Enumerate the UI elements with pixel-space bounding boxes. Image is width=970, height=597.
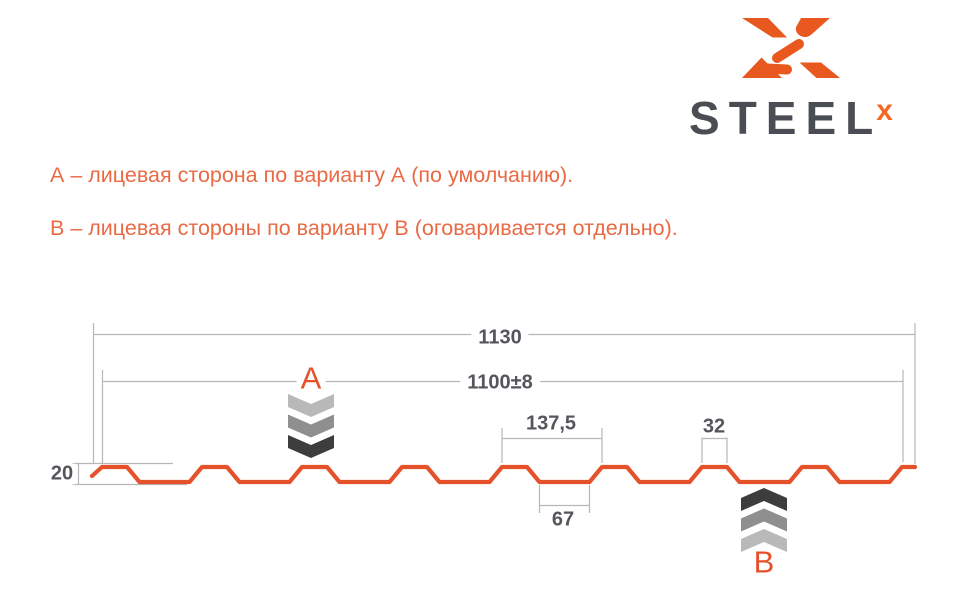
steelx-logo-icon	[742, 18, 840, 78]
note-variant-b: В – лицевая стороны по варианту В (огова…	[50, 216, 678, 240]
brand-name: STEEL	[689, 92, 883, 144]
dim-label-rib-bottom-width: 67	[547, 509, 579, 531]
brand-logo: STEELx	[660, 18, 922, 141]
dim-label-working-width: 1100±8	[460, 372, 540, 394]
brand-sup-x: x	[876, 94, 893, 127]
dim-label-profile-height: 20	[48, 462, 76, 485]
sheet-profile-line	[89, 464, 918, 485]
side-b-chevrons-icon	[741, 488, 787, 552]
side-b-label: B	[753, 544, 775, 580]
side-a-label: A	[296, 362, 326, 394]
dim-label-overall-width: 1130	[471, 327, 529, 349]
dim-label-rib-pitch: 137,5	[518, 413, 584, 435]
brand-wordmark: STEELx	[660, 95, 922, 141]
dim-label-rib-top-width: 32	[698, 416, 730, 438]
dimension-line-group	[72, 323, 916, 513]
note-variant-a: А – лицевая сторона по варианту А (по ум…	[50, 163, 574, 187]
side-a-chevrons-icon	[288, 394, 334, 458]
